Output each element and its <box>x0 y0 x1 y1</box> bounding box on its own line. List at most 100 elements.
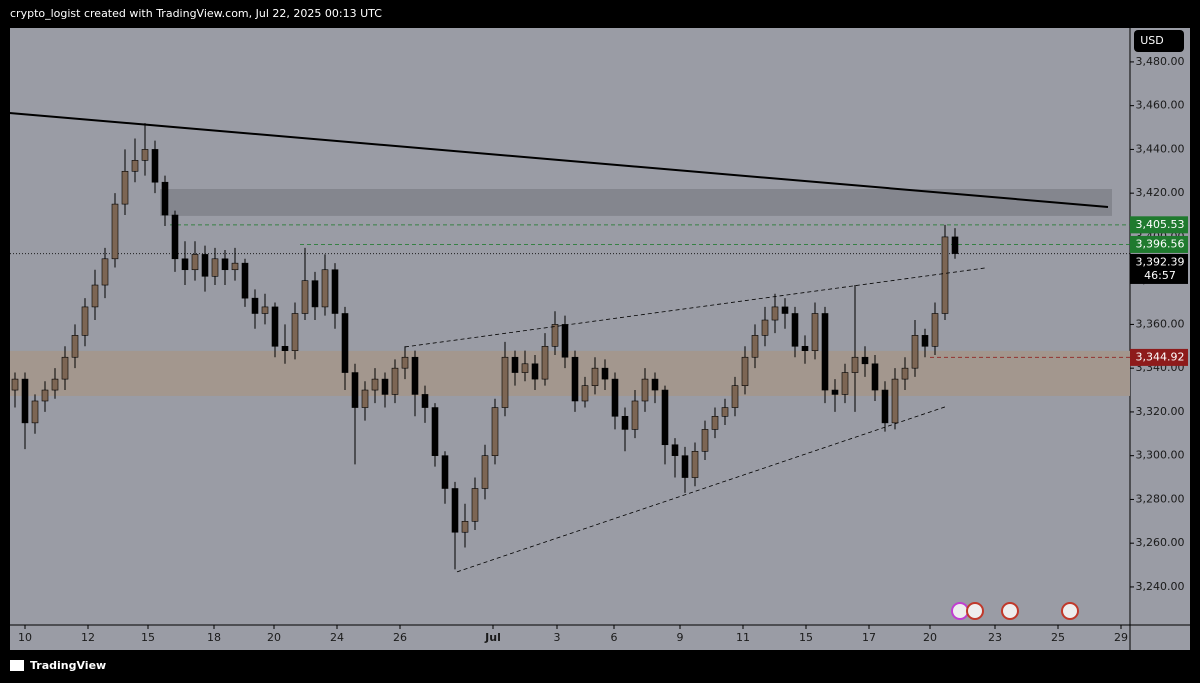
price-label: 3,392.39 <box>1136 255 1185 268</box>
candle-body <box>221 258 229 271</box>
candle-body <box>421 394 429 408</box>
candle-body <box>701 429 709 452</box>
candle-body <box>951 236 959 254</box>
candle-body <box>561 324 569 358</box>
currency-label: USD <box>1140 34 1164 47</box>
candle-body <box>741 356 749 386</box>
candle-body <box>611 378 619 417</box>
candle-body <box>471 488 479 522</box>
candle-body <box>571 356 579 402</box>
candle-body <box>791 313 799 347</box>
event-icon <box>1001 602 1019 620</box>
x-tick-label: 12 <box>81 631 95 644</box>
candle-body <box>41 389 49 402</box>
candle-body <box>601 367 609 380</box>
candle-body <box>671 444 679 456</box>
zone <box>160 189 1112 216</box>
header-text: crypto_logist created with TradingView.c… <box>10 7 382 20</box>
candle-body <box>341 313 349 373</box>
candle-body <box>411 356 419 395</box>
candle-body <box>721 407 729 417</box>
candle-body <box>311 280 319 308</box>
x-tick-label: 3 <box>554 631 561 644</box>
candle-body <box>361 389 369 408</box>
candle-body <box>531 363 539 380</box>
candle-body <box>851 356 859 373</box>
x-tick-label: 10 <box>18 631 32 644</box>
candle-body <box>891 378 899 424</box>
candle-body <box>921 335 929 347</box>
x-tick-label: 15 <box>799 631 813 644</box>
price-label-box <box>1130 216 1188 234</box>
candle-body <box>301 280 309 314</box>
candle-body <box>11 378 19 391</box>
candle-body <box>941 236 949 314</box>
candle-body <box>461 521 469 533</box>
candle-body <box>861 356 869 365</box>
plot-background <box>10 28 1190 650</box>
candle-body <box>761 319 769 336</box>
x-tick-label: 11 <box>736 631 750 644</box>
trendline <box>7 111 1109 208</box>
candle-body <box>691 451 699 478</box>
candle-body <box>241 262 249 299</box>
candle-body <box>441 455 449 489</box>
candle-body <box>381 378 389 395</box>
y-tick-label: 3,280.00 <box>1136 492 1185 505</box>
candle-body <box>81 306 89 336</box>
candle-body <box>151 149 159 183</box>
candle-body <box>811 313 819 351</box>
candle-body <box>101 258 109 286</box>
candle-body <box>231 262 239 271</box>
candle-body <box>581 385 589 402</box>
candle-body <box>391 367 399 395</box>
candle-body <box>271 306 279 347</box>
candle-body <box>31 400 39 424</box>
candle-body <box>161 181 169 216</box>
candle-body <box>181 258 189 271</box>
y-tick-label: 3,360.00 <box>1136 317 1185 330</box>
zone <box>10 350 1130 396</box>
candle-body <box>501 356 509 408</box>
candle-body <box>141 149 149 161</box>
x-tick-label: 6 <box>611 631 618 644</box>
x-tick-label: 20 <box>267 631 281 644</box>
candle-body <box>51 378 59 391</box>
candle-body <box>71 335 79 358</box>
candle-body <box>371 378 379 391</box>
candle-body <box>331 269 339 314</box>
event-icon <box>951 602 969 620</box>
y-tick-label: 3,260.00 <box>1136 536 1185 549</box>
event-icon <box>1061 602 1079 620</box>
candle-body <box>901 367 909 380</box>
candle-body <box>191 254 199 271</box>
x-tick-label: 9 <box>677 631 684 644</box>
candle-body <box>911 335 919 369</box>
candle-body <box>661 389 669 446</box>
trendline <box>456 406 946 573</box>
candle-body <box>261 306 269 314</box>
x-tick-label: 26 <box>393 631 407 644</box>
candle-body <box>511 356 519 373</box>
footer-text: TradingView <box>30 659 106 672</box>
candle-body <box>131 160 139 172</box>
price-label: 3,405.53 <box>1136 218 1185 231</box>
price-label-box <box>1130 235 1188 253</box>
candle-body <box>831 389 839 395</box>
y-tick-label: 3,420.00 <box>1136 186 1185 199</box>
candle-body <box>631 400 639 430</box>
plot: 3,240.00 3,260.00 3,280.00 3,300.00 3,320.00… <box>7 28 1190 650</box>
y-tick-label: 3,480.00 <box>1136 55 1185 68</box>
candle-body <box>201 254 209 277</box>
candle-body <box>211 258 219 277</box>
y-tick-label: 3,240.00 <box>1136 580 1185 593</box>
candle-body <box>621 416 629 430</box>
candle-body <box>171 214 179 260</box>
candle-body <box>651 378 659 391</box>
candle-body <box>21 378 29 424</box>
price-label-box <box>1130 348 1188 366</box>
x-tick-label: 29 <box>1114 631 1128 644</box>
candle-body <box>731 385 739 408</box>
candle-body <box>281 345 289 351</box>
